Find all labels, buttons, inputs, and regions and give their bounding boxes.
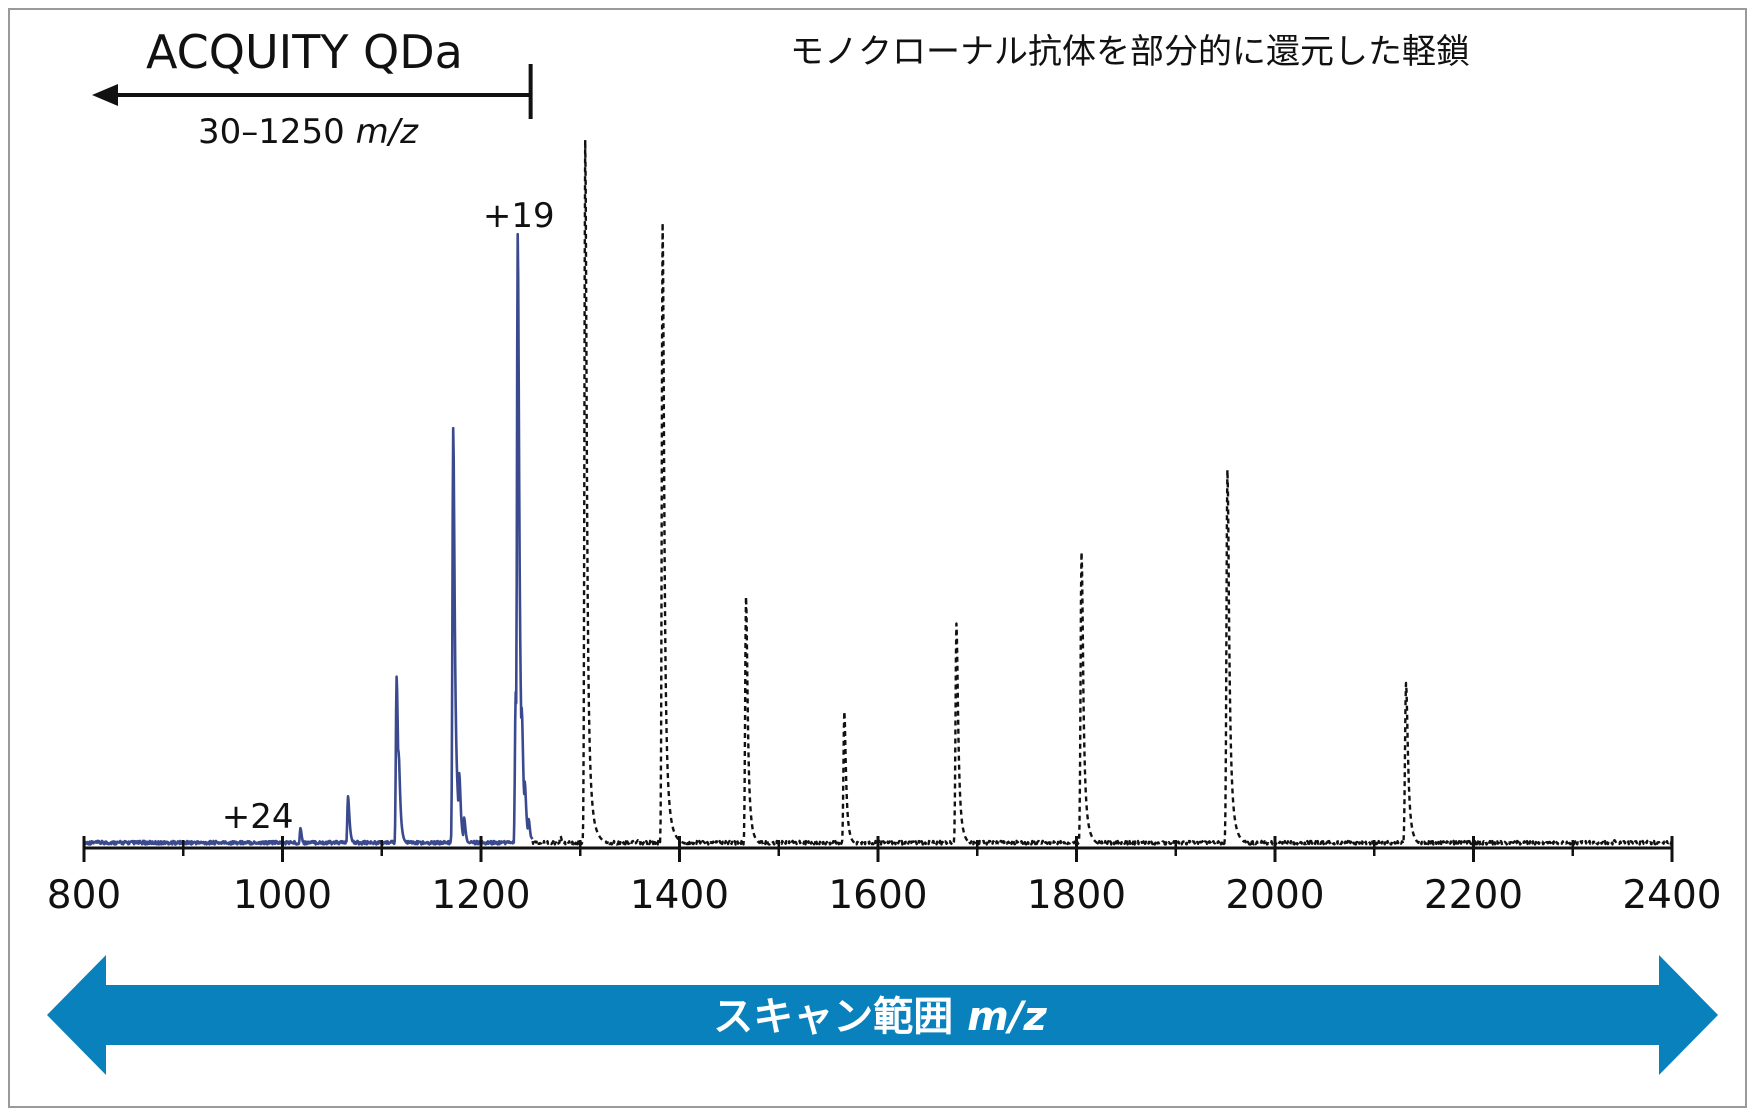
scan-range-label: スキャン範囲 m/z — [713, 994, 1047, 1040]
x-tick-label: 2200 — [1424, 873, 1523, 918]
x-tick-label: 800 — [47, 873, 121, 918]
figure-frame — [8, 8, 1747, 1108]
x-tick-label: 1000 — [233, 873, 332, 918]
scan-range-double-arrow-icon — [47, 955, 1718, 1075]
x-tick-label: 1200 — [431, 873, 530, 918]
charge-state-label: +24 — [222, 797, 294, 837]
x-tick-label: 1600 — [828, 873, 927, 918]
qda-range-label: 30–1250 m/z — [198, 112, 419, 152]
spectrum-traces — [82, 138, 1673, 846]
qda-range-indicator: ACQUITY QDa 30–1250 m/z — [92, 25, 533, 152]
extended-spectrum-trace — [531, 138, 1673, 846]
x-tick-label: 1400 — [630, 873, 729, 918]
charge-annotations: +24 +19 — [222, 196, 555, 837]
x-axis: 800 1000 1200 1400 1600 1800 2000 2200 2400 — [47, 836, 1722, 918]
qda-range-unit: m/z — [356, 112, 420, 152]
charge-state-label: +19 — [483, 196, 555, 236]
x-tick-label: 2000 — [1225, 873, 1324, 918]
x-tick-label: 1800 — [1027, 873, 1126, 918]
qda-title: ACQUITY QDa — [146, 25, 463, 79]
scan-range-label-unit: m/z — [967, 994, 1047, 1040]
qda-range-value: 30–1250 — [198, 112, 345, 152]
qda-spectrum-trace — [82, 232, 534, 846]
x-tick-label: 2400 — [1622, 873, 1721, 918]
scan-range-label-text: スキャン範囲 — [713, 994, 967, 1040]
qda-arrowhead-icon — [92, 84, 118, 106]
chart-title: モノクローナル抗体を部分的に還元した軽鎖 — [790, 32, 1470, 72]
scan-range-arrow: スキャン範囲 m/z — [47, 955, 1718, 1075]
